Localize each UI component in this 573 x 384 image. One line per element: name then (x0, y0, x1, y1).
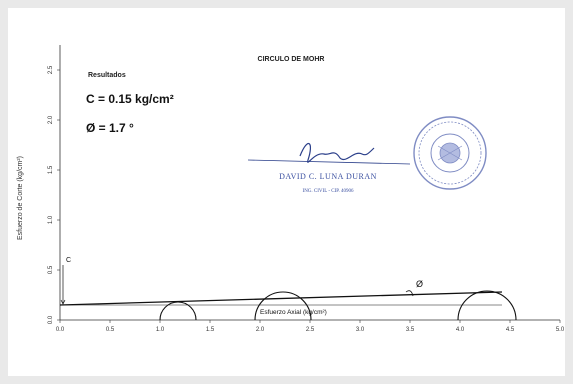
y-tick-label: 0.0 (48, 315, 54, 324)
mohr-circle-1 (159, 301, 197, 321)
friction-angle-result: Ø = 1.7 ° (86, 121, 134, 135)
failure-envelope-line (59, 291, 503, 306)
x-tick-label: 3.0 (356, 327, 365, 333)
x-axis-label: Esfuerzo Axial (kg/cm²) (260, 309, 327, 316)
cohesion-marker-label: C (66, 257, 71, 264)
x-tick-label: 3.5 (406, 327, 415, 333)
x-tick-label: 2.0 (256, 327, 265, 333)
x-tick-label: 4.5 (506, 327, 515, 333)
results-heading: Resultados (88, 72, 126, 79)
mohr-circle-chart: 0.0 0.5 1.0 1.5 2.0 2.5 3.0 3.5 4.0 4.5 5.0 0.0 0.5… (17, 45, 565, 333)
x-tick-label: 1.5 (206, 327, 215, 333)
y-tick-label: 0.5 (48, 265, 54, 274)
mohr-circles (159, 290, 517, 321)
x-tick-label: 0.0 (56, 327, 65, 333)
mohr-circle-3 (457, 290, 517, 321)
y-tick-label: 1.5 (48, 165, 54, 174)
signer-credential: ING. CIVIL - CIP. 40906 (303, 189, 354, 194)
handwritten-signature (299, 143, 375, 163)
angle-marker-label: Ø (416, 279, 423, 289)
y-axis-label: Esfuerzo de Corte (kg/cm²) (17, 156, 24, 240)
angle-arc (405, 290, 414, 297)
x-tick-label: 4.0 (456, 327, 465, 333)
x-tick-label: 2.5 (306, 327, 315, 333)
signature-block: DAVID C. LUNA DURAN ING. CIVIL - CIP. 40… (247, 143, 411, 194)
y-tick-label: 2.5 (48, 65, 54, 74)
signature-underline (247, 159, 411, 165)
x-tick-label: 1.0 (156, 327, 165, 333)
cohesion-indicator-arrow (60, 299, 66, 305)
professional-seal (413, 116, 487, 190)
axes (57, 45, 561, 323)
signer-name: DAVID C. LUNA DURAN (279, 172, 377, 181)
y-tick-label: 2.0 (48, 115, 54, 124)
y-tick-label: 1.0 (48, 215, 54, 224)
chart-title: CIRCULO DE MOHR (258, 56, 325, 63)
y-tick-labels: 0.0 0.5 1.0 1.5 2.0 2.5 (48, 65, 54, 324)
x-tick-labels: 0.0 0.5 1.0 1.5 2.0 2.5 3.0 3.5 4.0 4.5 5.0 (56, 327, 565, 333)
report-frame: 0.0 0.5 1.0 1.5 2.0 2.5 3.0 3.5 4.0 4.5 5.0 0.0 0.5… (8, 8, 565, 376)
x-tick-label: 0.5 (106, 327, 115, 333)
failure-envelope-layer (59, 265, 503, 306)
mohr-circle-2 (254, 291, 312, 321)
cohesion-result: C = 0.15 kg/cm² (86, 92, 174, 106)
x-tick-label: 5.0 (556, 327, 565, 333)
